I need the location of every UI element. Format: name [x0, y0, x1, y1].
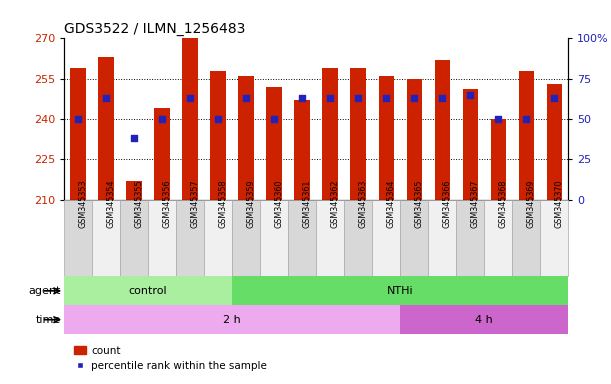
Text: NTHi: NTHi [387, 286, 414, 296]
Bar [260, 200, 288, 276]
Legend: count, percentile rank within the sample: count, percentile rank within the sample [70, 341, 271, 375]
Point [101, 95, 111, 101]
Text: time: time [36, 314, 61, 325]
Bar [400, 305, 568, 334]
Bar [546, 84, 562, 200]
Point [549, 95, 559, 101]
Bar [512, 200, 540, 276]
Bar [92, 200, 120, 276]
Bar [266, 87, 282, 200]
Bar [64, 200, 92, 276]
Bar [344, 200, 372, 276]
Point [269, 116, 279, 122]
Point [241, 95, 251, 101]
Text: GSM345364: GSM345364 [386, 179, 395, 228]
Point [437, 95, 447, 101]
Bar [484, 200, 512, 276]
Text: GDS3522 / ILMN_1256483: GDS3522 / ILMN_1256483 [64, 22, 246, 36]
Point [466, 92, 475, 98]
Bar [323, 68, 338, 200]
Text: 4 h: 4 h [475, 314, 493, 325]
Bar [400, 200, 428, 276]
Bar [210, 71, 226, 200]
Text: GSM345369: GSM345369 [526, 179, 535, 228]
Bar [232, 200, 260, 276]
Text: GSM345355: GSM345355 [134, 179, 143, 228]
Text: GSM345357: GSM345357 [190, 179, 199, 228]
Text: GSM345356: GSM345356 [162, 179, 171, 228]
Bar [238, 76, 254, 200]
Text: GSM345370: GSM345370 [554, 179, 563, 228]
Bar [434, 60, 450, 200]
Bar [463, 89, 478, 200]
Point [213, 116, 223, 122]
Point [521, 116, 531, 122]
Bar [183, 38, 198, 200]
Text: GSM345362: GSM345362 [330, 179, 339, 228]
Text: GSM345354: GSM345354 [106, 179, 115, 228]
Text: GSM345365: GSM345365 [414, 179, 423, 228]
Point [325, 95, 335, 101]
Bar [232, 276, 568, 305]
Bar [540, 200, 568, 276]
Text: GSM345361: GSM345361 [302, 179, 311, 228]
Bar [70, 68, 86, 200]
Bar [155, 108, 170, 200]
Bar [98, 57, 114, 200]
Bar [176, 200, 204, 276]
Bar [316, 200, 344, 276]
Text: GSM345353: GSM345353 [78, 179, 87, 228]
Bar [428, 200, 456, 276]
Text: GSM345359: GSM345359 [246, 179, 255, 228]
Text: GSM345358: GSM345358 [218, 179, 227, 228]
Text: GSM345360: GSM345360 [274, 179, 283, 228]
Text: control: control [129, 286, 167, 296]
Text: GSM345368: GSM345368 [498, 179, 507, 228]
Bar [456, 200, 484, 276]
Text: GSM345363: GSM345363 [358, 179, 367, 228]
Text: GSM345367: GSM345367 [470, 179, 479, 228]
Bar [120, 200, 148, 276]
Bar [64, 305, 400, 334]
Bar [148, 200, 176, 276]
Bar [378, 76, 394, 200]
Bar [204, 200, 232, 276]
Bar [288, 200, 316, 276]
Bar [295, 100, 310, 200]
Bar [491, 119, 506, 200]
Text: GSM345366: GSM345366 [442, 179, 451, 228]
Point [130, 135, 139, 141]
Bar [126, 181, 142, 200]
Point [298, 95, 307, 101]
Point [73, 116, 83, 122]
Bar [406, 79, 422, 200]
Point [185, 95, 195, 101]
Text: 2 h: 2 h [223, 314, 241, 325]
Point [409, 95, 419, 101]
Point [381, 95, 391, 101]
Text: agent: agent [29, 286, 61, 296]
Point [493, 116, 503, 122]
Bar [372, 200, 400, 276]
Point [157, 116, 167, 122]
Bar [519, 71, 534, 200]
Bar [64, 276, 232, 305]
Point [353, 95, 363, 101]
Bar [351, 68, 366, 200]
